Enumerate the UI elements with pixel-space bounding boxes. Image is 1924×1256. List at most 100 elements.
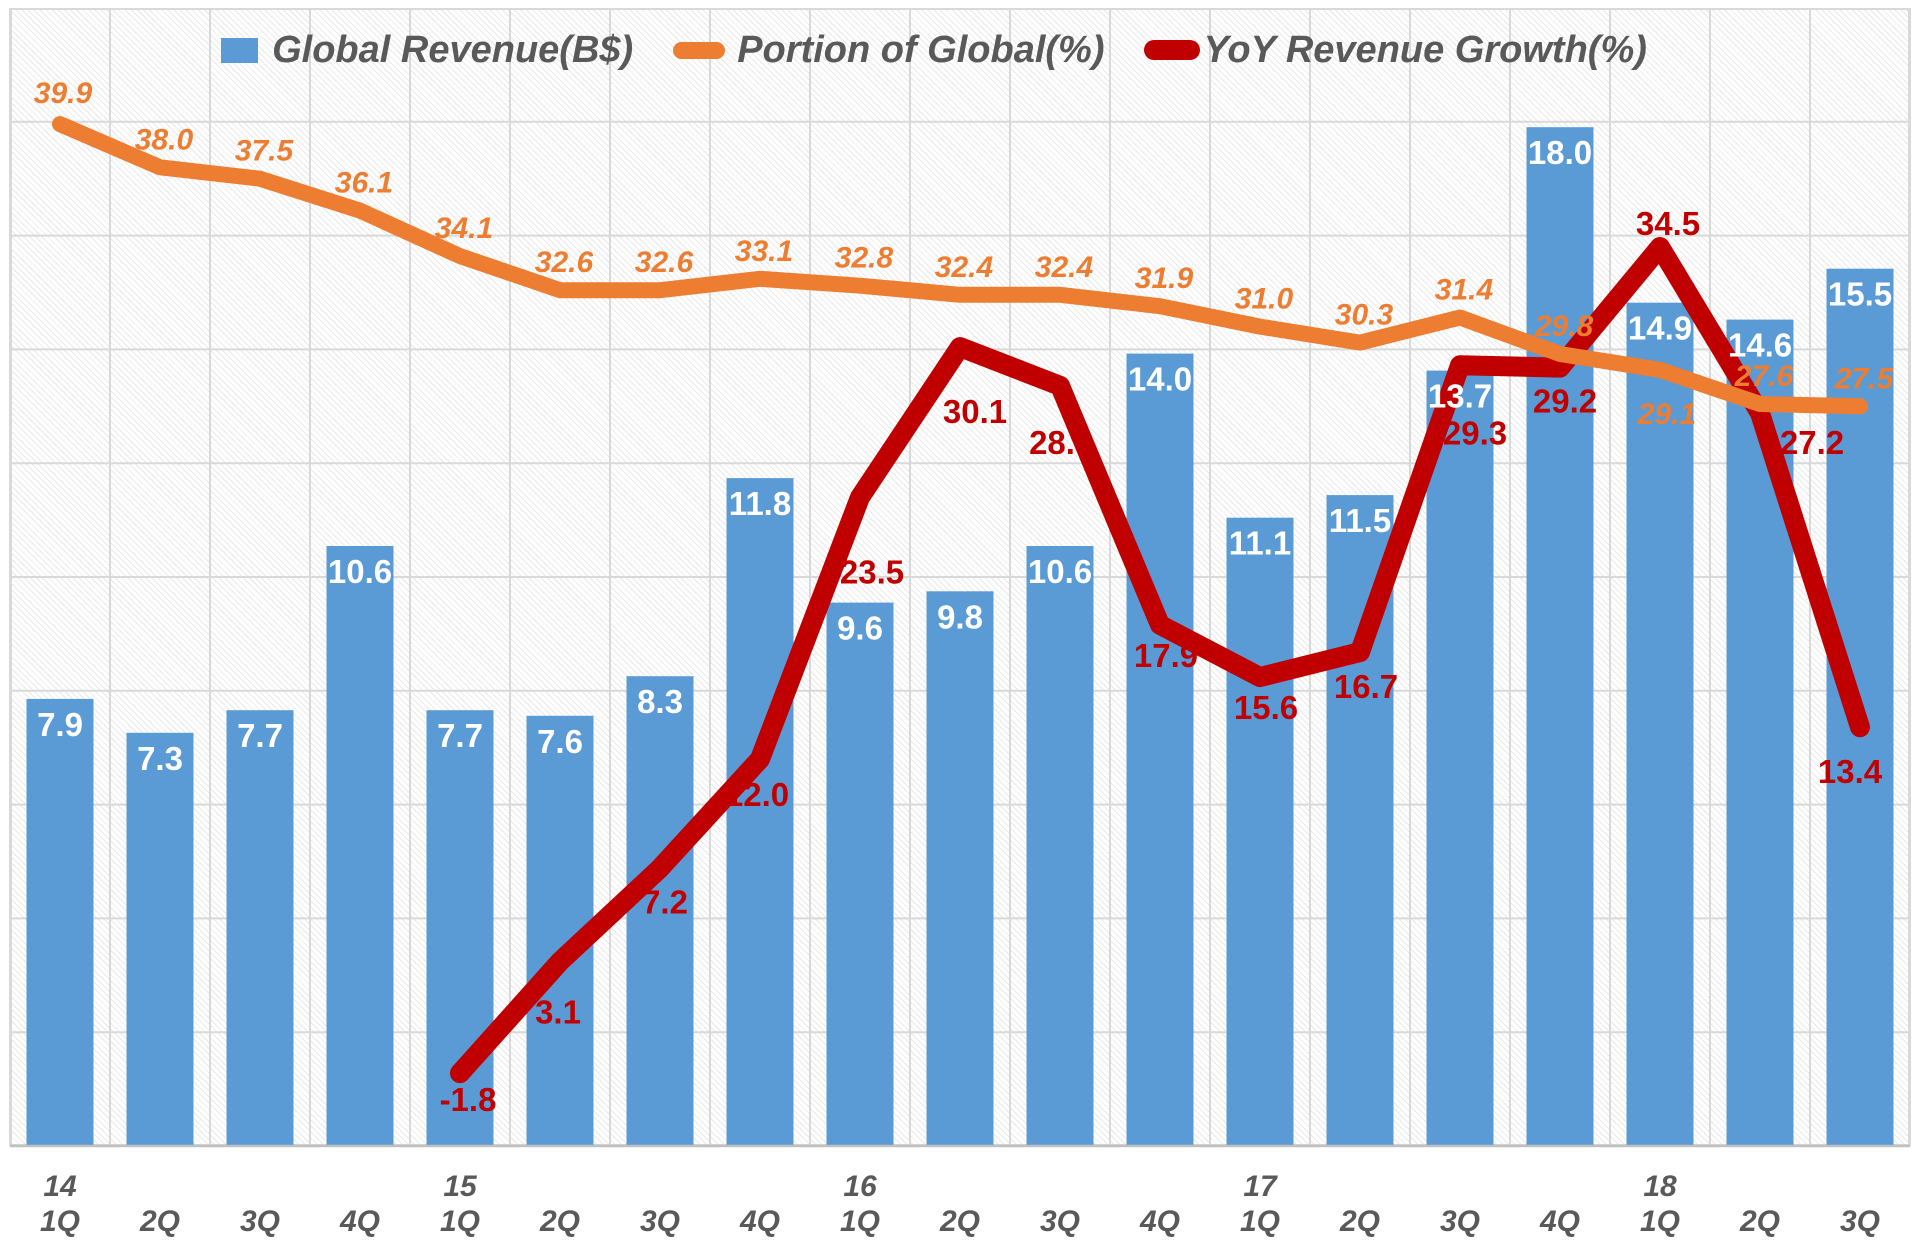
revenue-bar xyxy=(1626,302,1694,1146)
year-label: 17 xyxy=(1243,1170,1278,1203)
svg-text:32.6: 32.6 xyxy=(635,246,694,279)
svg-text:38.0: 38.0 xyxy=(135,123,194,156)
svg-text:30.3: 30.3 xyxy=(1335,299,1394,332)
svg-text:34.5: 34.5 xyxy=(1636,205,1700,242)
quarter-label: 1Q xyxy=(40,1205,80,1238)
svg-text:30.1: 30.1 xyxy=(943,393,1007,430)
revenue-bar xyxy=(1126,353,1194,1147)
svg-text:14.6: 14.6 xyxy=(1728,327,1792,364)
legend-item-global-revenue: Global Revenue(B$) xyxy=(221,29,633,72)
revenue-bar xyxy=(226,710,294,1146)
quarter-label: 3Q xyxy=(640,1205,680,1238)
svg-text:31.0: 31.0 xyxy=(1235,283,1294,316)
svg-text:7.7: 7.7 xyxy=(237,717,283,754)
revenue-bar-labels: 7.9 7.3 7.7 10.6 7.7 7.6 8.3 11.8 9.6 9.8 10.6 14.0… xyxy=(37,134,1892,777)
revenue-bar xyxy=(26,698,94,1146)
portion-line xyxy=(52,116,1868,415)
quarter-label: 4Q xyxy=(1539,1205,1580,1238)
quarter-label: 3Q xyxy=(1840,1205,1880,1238)
portion-labels: 39.9 38.0 37.5 36.1 34.1 32.6 32.6 33.1 32.8 32.4… xyxy=(34,77,1895,431)
svg-text:31.4: 31.4 xyxy=(1435,274,1494,307)
svg-text:37.5: 37.5 xyxy=(235,135,295,168)
legend-item-portion-of-global: Portion of Global(%) xyxy=(673,29,1104,72)
revenue-bar xyxy=(1526,127,1594,1146)
year-label: 15 xyxy=(443,1170,478,1203)
svg-text:3.1: 3.1 xyxy=(535,994,581,1031)
svg-text:7.9: 7.9 xyxy=(37,706,83,743)
year-label: 14 xyxy=(43,1170,77,1203)
revenue-bar xyxy=(326,546,394,1146)
svg-text:32.6: 32.6 xyxy=(535,246,594,279)
svg-text:27.2: 27.2 xyxy=(1780,424,1844,461)
svg-text:16.7: 16.7 xyxy=(1334,668,1398,705)
quarter-label: 1Q xyxy=(1640,1205,1680,1238)
svg-text:34.1: 34.1 xyxy=(435,212,493,245)
quarter-label: 2Q xyxy=(1339,1205,1380,1238)
quarter-label: 4Q xyxy=(739,1205,780,1238)
svg-text:29.2: 29.2 xyxy=(1533,383,1597,420)
svg-text:10.6: 10.6 xyxy=(1028,553,1092,590)
quarter-label: 4Q xyxy=(1139,1205,1180,1238)
svg-text:29.8: 29.8 xyxy=(1534,310,1594,343)
svg-text:28.: 28. xyxy=(1029,424,1075,461)
svg-text:15.5: 15.5 xyxy=(1828,276,1892,313)
revenue-bar xyxy=(726,478,794,1147)
svg-text:15.6: 15.6 xyxy=(1234,689,1298,726)
quarter-label: 3Q xyxy=(1040,1205,1080,1238)
svg-text:9.6: 9.6 xyxy=(837,610,883,647)
svg-text:14.9: 14.9 xyxy=(1628,310,1692,347)
svg-text:29.1: 29.1 xyxy=(1637,398,1696,431)
quarter-label: 2Q xyxy=(539,1205,580,1238)
yoy-growth-line xyxy=(450,237,1870,1084)
revenue-bar xyxy=(626,676,694,1146)
revenue-bar xyxy=(1026,546,1094,1146)
svg-text:39.9: 39.9 xyxy=(34,77,93,110)
svg-text:32.4: 32.4 xyxy=(1035,251,1094,284)
quarter-label: 3Q xyxy=(1440,1205,1480,1238)
line-swatch-icon xyxy=(1144,40,1201,60)
svg-text:10.6: 10.6 xyxy=(328,553,392,590)
revenue-bar xyxy=(926,591,994,1146)
quarter-label: 1Q xyxy=(440,1205,480,1238)
svg-text:32.4: 32.4 xyxy=(935,251,994,284)
svg-text:7.6: 7.6 xyxy=(537,723,583,760)
line-swatch-icon xyxy=(673,41,726,59)
bar-swatch-icon xyxy=(221,37,259,63)
revenue-bar xyxy=(1226,517,1294,1146)
svg-text:14.0: 14.0 xyxy=(1128,361,1192,398)
quarter-label: 1Q xyxy=(840,1205,880,1238)
svg-text:29.3: 29.3 xyxy=(1443,414,1507,451)
yoy-growth-labels: -1.83.17.212.023.530.128.17.915.616.729.… xyxy=(440,205,1883,1118)
svg-text:7.3: 7.3 xyxy=(137,740,183,777)
legend-item-yoy-growth: YoY Revenue Growth(%) xyxy=(1144,28,1647,72)
legend-label-portion-of-global: Portion of Global(%) xyxy=(737,28,1105,71)
revenue-bar xyxy=(826,602,894,1146)
quarter-label: 3Q xyxy=(240,1205,280,1238)
legend-label-global-revenue: Global Revenue(B$) xyxy=(272,28,634,71)
svg-text:13.7: 13.7 xyxy=(1428,378,1492,415)
quarter-label: 2Q xyxy=(939,1205,980,1238)
svg-text:27.6: 27.6 xyxy=(1734,360,1794,393)
legend-label-yoy-growth: YoY Revenue Growth(%) xyxy=(1203,28,1647,71)
svg-text:13.4: 13.4 xyxy=(1818,753,1883,790)
svg-text:36.1: 36.1 xyxy=(335,167,393,200)
revenue-bar xyxy=(1426,370,1494,1147)
quarter-label: 4Q xyxy=(339,1205,380,1238)
svg-text:18.0: 18.0 xyxy=(1528,134,1592,171)
year-label: 16 xyxy=(843,1170,877,1203)
svg-text:11.5: 11.5 xyxy=(1329,502,1391,539)
svg-text:9.8: 9.8 xyxy=(937,598,983,635)
svg-text:-1.8: -1.8 xyxy=(440,1081,497,1118)
svg-text:31.9: 31.9 xyxy=(1135,262,1194,295)
svg-text:27.5: 27.5 xyxy=(1834,362,1895,395)
svg-text:8.3: 8.3 xyxy=(637,683,683,720)
quarter-label: 2Q xyxy=(1739,1205,1780,1238)
legend: Global Revenue(B$) Portion of Global(%) … xyxy=(0,18,1896,82)
quarter-label: 1Q xyxy=(1240,1205,1280,1238)
svg-text:11.1: 11.1 xyxy=(1229,525,1291,562)
svg-text:7.7: 7.7 xyxy=(437,717,483,754)
svg-text:11.8: 11.8 xyxy=(729,485,791,522)
